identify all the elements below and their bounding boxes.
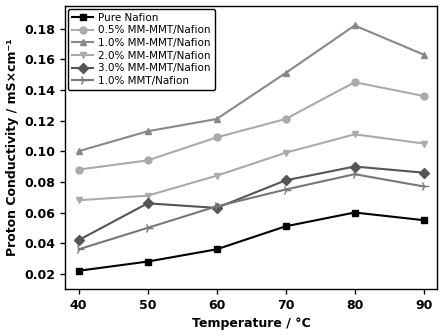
2.0% MM-MMT/Nafion — [421, 141, 426, 145]
3.0% MM-MMT/Nafion — [421, 171, 426, 175]
2.0% MM-MMT/Nafion — [76, 198, 82, 202]
3.0% MM-MMT/Nafion — [145, 201, 150, 205]
3.0% MM-MMT/Nafion — [283, 178, 288, 182]
1.0% MM-MMT/Nafion — [76, 149, 82, 153]
1.0% MM-MMT/Nafion — [421, 53, 426, 57]
Line: 2.0% MM-MMT/Nafion: 2.0% MM-MMT/Nafion — [75, 131, 427, 204]
Legend: Pure Nafion, 0.5% MM-MMT/Nafion, 1.0% MM-MMT/Nafion, 2.0% MM-MMT/Nafion, 3.0% MM: Pure Nafion, 0.5% MM-MMT/Nafion, 1.0% MM… — [68, 9, 215, 90]
Line: 0.5% MM-MMT/Nafion: 0.5% MM-MMT/Nafion — [75, 79, 427, 173]
Pure Nafion — [145, 259, 150, 263]
1.0% MMT/Nafion — [214, 204, 219, 208]
1.0% MM-MMT/Nafion — [145, 129, 150, 133]
2.0% MM-MMT/Nafion — [214, 174, 219, 178]
2.0% MM-MMT/Nafion — [283, 151, 288, 155]
Line: 1.0% MMT/Nafion: 1.0% MMT/Nafion — [74, 169, 428, 254]
1.0% MM-MMT/Nafion — [352, 24, 358, 28]
0.5% MM-MMT/Nafion — [283, 117, 288, 121]
Pure Nafion — [421, 218, 426, 222]
0.5% MM-MMT/Nafion — [352, 80, 358, 84]
1.0% MM-MMT/Nafion — [283, 71, 288, 75]
Pure Nafion — [76, 269, 82, 273]
0.5% MM-MMT/Nafion — [145, 158, 150, 162]
1.0% MMT/Nafion — [421, 184, 426, 188]
Pure Nafion — [283, 224, 288, 228]
Y-axis label: Proton Conductivity / mS×cm⁻¹: Proton Conductivity / mS×cm⁻¹ — [6, 39, 19, 256]
0.5% MM-MMT/Nafion — [76, 168, 82, 172]
Pure Nafion — [214, 247, 219, 251]
Line: 3.0% MM-MMT/Nafion: 3.0% MM-MMT/Nafion — [75, 163, 427, 244]
1.0% MMT/Nafion — [352, 172, 358, 176]
3.0% MM-MMT/Nafion — [76, 238, 82, 242]
1.0% MM-MMT/Nafion — [214, 117, 219, 121]
0.5% MM-MMT/Nafion — [214, 135, 219, 139]
Line: Pure Nafion: Pure Nafion — [75, 209, 427, 274]
3.0% MM-MMT/Nafion — [214, 206, 219, 210]
Line: 1.0% MM-MMT/Nafion: 1.0% MM-MMT/Nafion — [75, 22, 427, 155]
1.0% MMT/Nafion — [76, 247, 82, 251]
2.0% MM-MMT/Nafion — [145, 194, 150, 198]
1.0% MMT/Nafion — [145, 226, 150, 230]
1.0% MMT/Nafion — [283, 187, 288, 192]
2.0% MM-MMT/Nafion — [352, 132, 358, 136]
X-axis label: Temperature / °C: Temperature / °C — [192, 318, 311, 330]
0.5% MM-MMT/Nafion — [421, 94, 426, 98]
Pure Nafion — [352, 210, 358, 214]
3.0% MM-MMT/Nafion — [352, 165, 358, 169]
